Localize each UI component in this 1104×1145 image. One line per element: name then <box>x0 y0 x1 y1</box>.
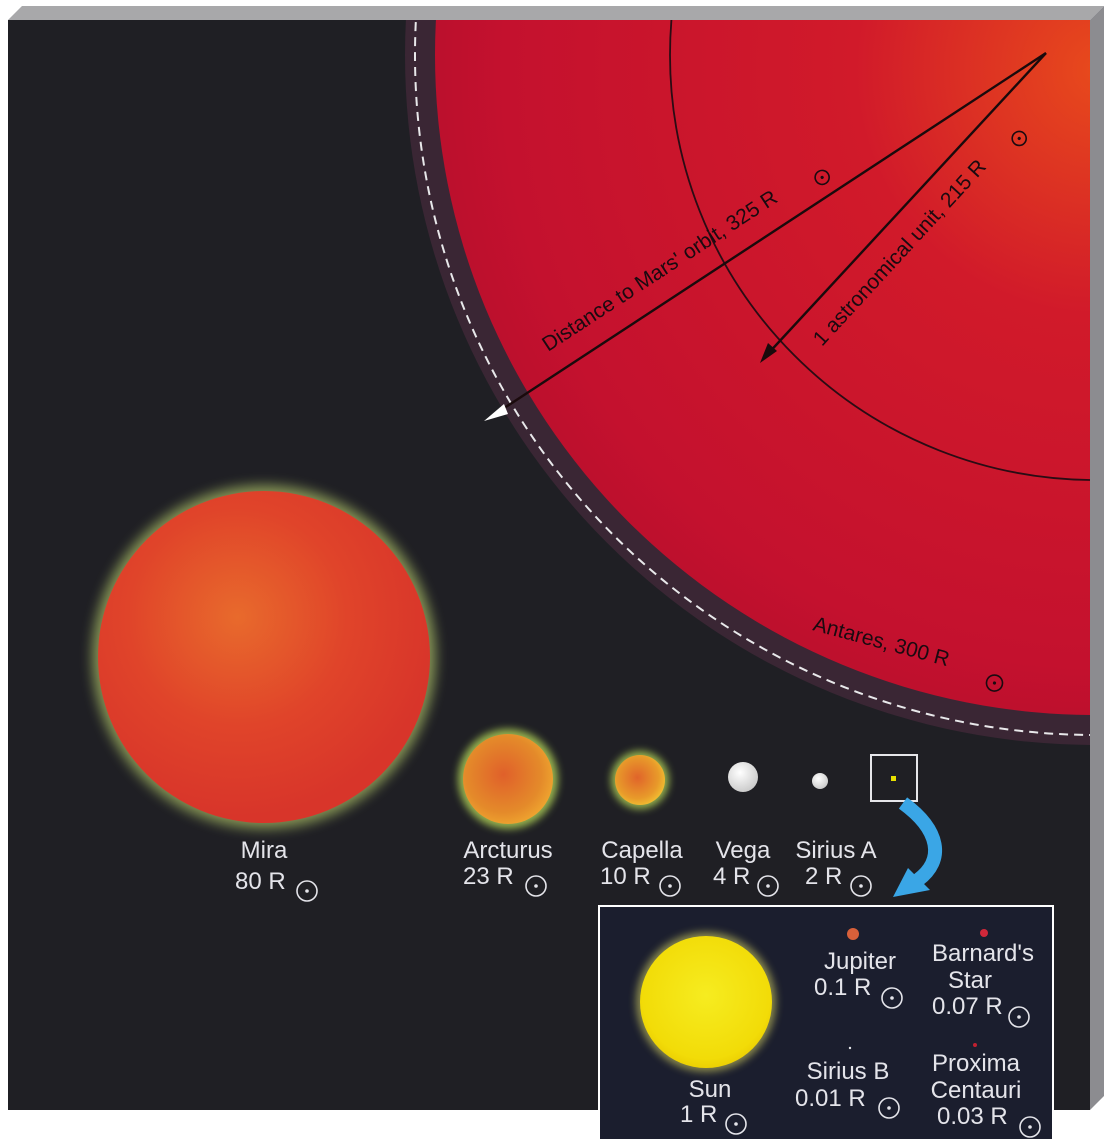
solar-radius-symbol <box>878 1097 900 1119</box>
sirius-a-radius: 2 R <box>805 863 842 890</box>
proxima-name-line2: Centauri <box>931 1077 1022 1104</box>
solar-radius-symbol-dot <box>820 175 824 179</box>
star-labels: Mira 80 R Arcturus 23 R Capella 10 R Veg… <box>235 837 877 902</box>
solar-radius-symbol-dot <box>1017 136 1021 141</box>
sirius-b-name: Sirius B <box>807 1058 890 1085</box>
curved-arrow-head <box>893 868 930 897</box>
solar-radius-symbol-dot <box>534 884 538 888</box>
sirius-a-name: Sirius A <box>795 837 876 864</box>
solar-radius-symbol-dot <box>1028 1125 1032 1129</box>
au-arrowhead <box>760 343 777 363</box>
curved-arrow-icon <box>898 797 942 886</box>
solar-radius-symbol <box>881 987 903 1009</box>
solar-radius-symbol <box>1019 1116 1041 1138</box>
mira-star <box>98 491 430 823</box>
solar-radius-symbol <box>1011 130 1028 147</box>
au-distance-line <box>764 52 1047 358</box>
mars-distance-arrowhead <box>484 404 508 421</box>
vega-name: Vega <box>716 837 771 864</box>
solar-radius-symbol <box>659 875 681 897</box>
panel-side-edge <box>1090 6 1104 1110</box>
solar-radius-symbol-dot <box>890 996 894 1000</box>
jupiter-name: Jupiter <box>824 948 896 975</box>
barnards-name-line2: Star <box>948 967 992 994</box>
solar-radius-symbol-dot <box>305 889 309 893</box>
sun-star <box>640 936 772 1068</box>
solar-radius-symbol <box>725 1113 747 1135</box>
inset-panel: Sun 1 R Jupiter 0.1 R Barnard's Star 0.0… <box>598 905 1054 1141</box>
solar-radius-symbol-dot <box>734 1122 738 1126</box>
sirius-b-dot <box>848 1046 852 1050</box>
panel-top-edge <box>8 6 1104 20</box>
vega-radius: 4 R <box>713 863 750 890</box>
proxima-radius: 0.03 R <box>937 1103 1008 1130</box>
arcturus-radius: 23 R <box>463 863 514 890</box>
sirius-a-star <box>812 773 828 789</box>
sirius-b-radius: 0.01 R <box>795 1085 866 1112</box>
mars-distance-line <box>491 51 1047 418</box>
solar-radius-symbol-dot <box>766 884 770 888</box>
solar-radius-symbol-dot <box>992 681 997 685</box>
solar-radius-symbol <box>296 880 318 902</box>
proxima-name-line1: Proxima <box>932 1050 1021 1077</box>
solar-radius-symbol-dot <box>887 1106 891 1110</box>
solar-radius-symbol-dot <box>859 884 863 888</box>
vega-star <box>728 762 758 792</box>
mira-radius: 80 R <box>235 868 286 895</box>
barnards-radius: 0.07 R <box>932 993 1003 1020</box>
arcturus-name: Arcturus <box>463 837 552 864</box>
capella-radius: 10 R <box>600 863 651 890</box>
sun-dot <box>891 776 896 781</box>
capella-star <box>615 755 665 805</box>
capella-name: Capella <box>601 837 683 864</box>
solar-radius-symbol <box>850 875 872 897</box>
barnards-name-line1: Barnard's <box>932 940 1034 967</box>
mars-orbit-circle <box>414 20 1090 736</box>
solar-radius-symbol <box>757 875 779 897</box>
jupiter-planet <box>847 928 859 940</box>
arcturus-star <box>463 734 553 824</box>
earth-orbit-circle <box>669 20 1090 481</box>
solar-radius-symbol <box>814 169 830 186</box>
solar-radius-symbol-dot <box>668 884 672 888</box>
sun-zoom-box <box>870 754 918 802</box>
sun-radius: 1 R <box>680 1101 717 1128</box>
sun-name: Sun <box>689 1076 732 1103</box>
proxima-centauri-dot <box>973 1043 977 1047</box>
solar-radius-symbol <box>1008 1006 1030 1028</box>
barnards-star-dot <box>980 929 988 937</box>
solar-radius-symbol <box>985 674 1004 692</box>
mira-name: Mira <box>241 837 288 864</box>
solar-radius-symbol-dot <box>1017 1015 1021 1019</box>
solar-radius-symbol <box>525 875 547 897</box>
antares-star <box>435 20 1090 715</box>
jupiter-radius: 0.1 R <box>814 974 871 1001</box>
